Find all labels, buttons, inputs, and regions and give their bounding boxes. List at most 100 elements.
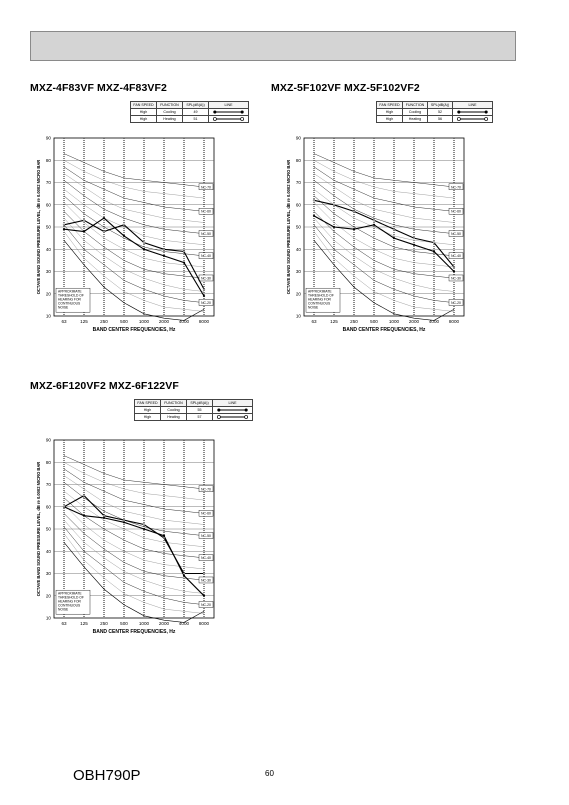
heating-data-point: [122, 223, 126, 226]
panel-3-nc-chart: 10 20 30 40 50 60 70 80 90 63 125 250 500 1000 2000 400…: [36, 438, 215, 635]
panel-2-nc-chart: 10 20 30 40 50 60 70 80 90 63 125 250 500 1000 2000 400…: [286, 136, 465, 333]
cooling-data-point: [122, 521, 126, 524]
heating-data-point: [142, 241, 146, 244]
y-tick-label: 60: [46, 504, 52, 509]
cooling-data-point: [122, 234, 126, 237]
nc-curve: [63, 166, 205, 212]
nc-intermediate-curve: [63, 231, 205, 312]
legend-header-spl: SPL(dB(A)): [427, 101, 453, 109]
y-tick-label: 30: [46, 571, 52, 576]
panel-3-title: MXZ-6F120VF2 MXZ-6F122VF: [30, 380, 179, 392]
legend-fan-speed: High: [376, 115, 403, 123]
x-tick-label: 500: [120, 621, 128, 626]
cooling-data-point: [202, 294, 206, 298]
y-tick-label: 60: [296, 202, 302, 207]
heating-data-point: [182, 250, 186, 253]
y-tick-label: 40: [46, 247, 52, 252]
legend-spl: 49: [182, 108, 209, 116]
cooling-data-point: [312, 214, 316, 217]
y-tick-label: 70: [46, 482, 52, 487]
nc-curve-label: NC-50: [201, 232, 211, 236]
heating-data-point: [162, 536, 166, 539]
y-tick-label: 80: [46, 460, 52, 465]
legend-line-cell: [212, 413, 253, 421]
legend-header-fan-speed: FAN SPEED: [376, 101, 403, 109]
legend-header-spl: SPL(dB(A)): [182, 101, 209, 109]
x-tick-label: 4000: [429, 319, 440, 324]
threshold-note: APPROXIMATE THRESHOLD OF HEARING FOR CONTIN…: [308, 290, 334, 310]
legend-fan-speed: High: [134, 406, 161, 414]
legend-row-heating: High Heating 51: [130, 115, 249, 123]
x-tick-label: 500: [370, 319, 378, 324]
nc-label-box: [198, 230, 214, 237]
threshold-curve: [63, 240, 205, 321]
heating-data-point: [182, 572, 186, 575]
threshold-curve: [63, 542, 205, 623]
y-tick-label: 10: [296, 314, 302, 319]
legend-spl: 51: [182, 115, 209, 123]
x-tick-label: 63: [311, 319, 317, 324]
cooling-data-point: [82, 230, 86, 233]
nc-curve-label: NC-30: [201, 578, 211, 582]
nc-intermediate-curve: [63, 504, 205, 570]
legend-row-cooling: High Cooling 52: [376, 108, 493, 116]
nc-intermediate-curve: [63, 173, 205, 223]
nc-curve-label: NC-50: [201, 534, 211, 538]
heating-data-point: [62, 505, 66, 508]
y-tick-label: 10: [46, 616, 52, 621]
nc-label-box: [198, 183, 214, 190]
x-tick-label: 1000: [139, 319, 150, 324]
nc-curve: [313, 180, 455, 234]
legend-header-function: FUNCTION: [402, 101, 428, 109]
legend-row-heating: High Heating 57: [134, 413, 253, 421]
cooling-data-point: [202, 594, 206, 597]
x-tick-label: 125: [80, 621, 88, 626]
y-tick-label: 30: [296, 269, 302, 274]
legend-header-function: FUNCTION: [160, 399, 187, 407]
legend-fan-speed: High: [376, 108, 403, 116]
y-tick-label: 90: [46, 438, 52, 443]
nc-label-box: [448, 208, 464, 215]
solid-dots-line-icon: [217, 408, 248, 412]
nc-curve: [313, 211, 455, 279]
legend-header-fan-speed: FAN SPEED: [134, 399, 161, 407]
nc-curve: [63, 482, 205, 536]
nc-label-box: [448, 252, 464, 259]
x-axis-label: BAND CENTER FREQUENCIES, Hz: [93, 629, 176, 635]
legend-header-line: LINE: [208, 101, 249, 109]
panel-1-nc-chart: 10 20 30 40 50 60 70 80 90 63 125 250 500 1000 2000 400…: [36, 136, 215, 333]
nc-curve: [63, 224, 205, 303]
panel-1-title: MXZ-4F83VF MXZ-4F83VF2: [30, 82, 167, 94]
nc-intermediate-curve: [63, 491, 205, 547]
x-tick-label: 2000: [159, 319, 170, 324]
nc-curve: [63, 211, 205, 279]
x-tick-label: 4000: [179, 621, 190, 626]
nc-label-box: [198, 252, 214, 259]
cooling-data-point: [102, 216, 106, 220]
legend-fan-speed: High: [134, 413, 161, 421]
nc-intermediate-curve: [63, 475, 205, 525]
heating-data-point: [142, 523, 146, 526]
nc-label-box: [448, 299, 464, 306]
nc-curve: [313, 166, 455, 212]
threshold-note-box: [55, 287, 91, 313]
nc-label-box: [198, 510, 214, 517]
nc-label-box: [198, 554, 214, 561]
x-tick-label: 250: [350, 319, 358, 324]
cooling-data-point: [182, 261, 186, 264]
threshold-note: APPROXIMATE THRESHOLD OF HEARING FOR CONTIN…: [58, 290, 84, 310]
nc-intermediate-curve: [313, 160, 455, 199]
y-tick-label: 50: [296, 225, 302, 230]
cooling-data-point: [182, 574, 186, 577]
cooling-data-point: [142, 248, 146, 251]
legend-spl: 55: [186, 406, 213, 414]
heating-data-point: [102, 230, 106, 233]
legend-line-cell: [452, 108, 493, 116]
nc-curve-label: NC-70: [201, 185, 211, 189]
nc-curve-label: NC-30: [201, 276, 211, 280]
open-circles-line-icon: [216, 415, 249, 419]
nc-curve: [63, 513, 205, 581]
x-tick-label: 4000: [179, 319, 190, 324]
heating-series-line: [63, 494, 204, 575]
x-tick-label: 8000: [199, 621, 210, 626]
